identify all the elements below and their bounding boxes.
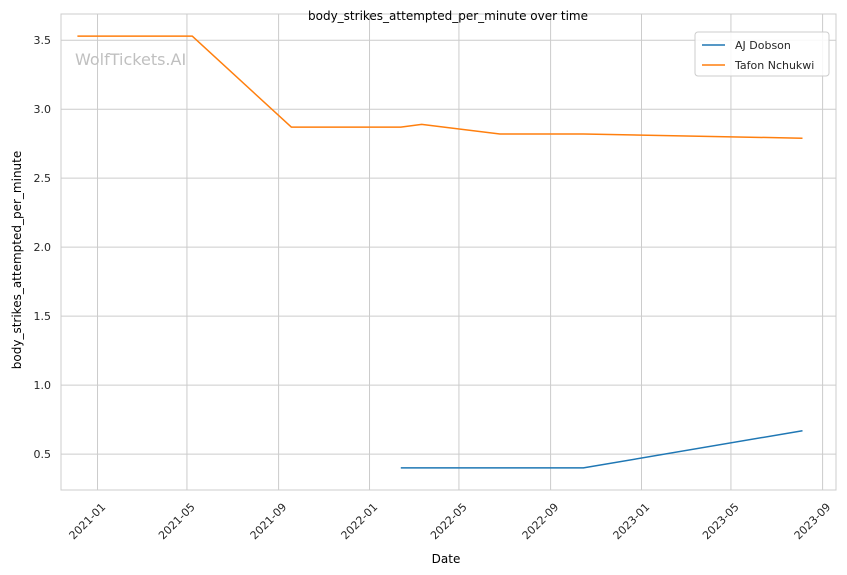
y-axis-label: body_strikes_attempted_per_minute [10,151,24,369]
x-axis-label: Date [432,552,461,566]
x-tick-label: 2021-05 [156,501,198,543]
chart-title: body_strikes_attempted_per_minute over t… [308,9,588,23]
watermark: WolfTickets.AI [75,50,186,69]
plot-frame [60,13,837,491]
y-tick-label: 1.5 [34,310,52,323]
y-tick-label: 2.5 [34,172,52,185]
x-tick-labels: 2021-01 2021-05 2021-09 2022-01 2022-05 2022-… [67,501,834,543]
series-line-aj-dobson [400,429,803,469]
legend-label-aj-dobson: AJ Dobson [735,39,791,52]
x-tick-label: 2021-09 [248,501,290,543]
y-tick-label: 3.0 [34,103,52,116]
x-tick-label: 2022-09 [520,501,562,543]
y-tick-label: 0.5 [34,448,52,461]
x-tick-label: 2022-01 [339,501,381,543]
x-tick-label: 2022-05 [428,501,470,543]
legend-label-tafon-nchukwi: Tafon Nchukwi [734,59,814,72]
plot-background [61,14,836,490]
grid [61,14,836,490]
legend-box [694,31,830,77]
x-tick-label: 2021-01 [67,501,109,543]
y-tick-label: 1.0 [34,379,52,392]
y-tick-label: 3.5 [34,34,52,47]
x-tick-label: 2023-05 [700,501,742,543]
y-tick-labels: 0.5 1.0 1.5 2.0 2.5 3.0 3.5 [34,34,52,461]
x-tick-label: 2023-01 [611,501,653,543]
series-layer [77,35,803,469]
legend: AJ Dobson Tafon Nchukwi [694,31,830,77]
x-tick-label: 2023-09 [792,501,834,543]
series-line-tafon-nchukwi [77,35,803,139]
y-tick-label: 2.0 [34,241,52,254]
